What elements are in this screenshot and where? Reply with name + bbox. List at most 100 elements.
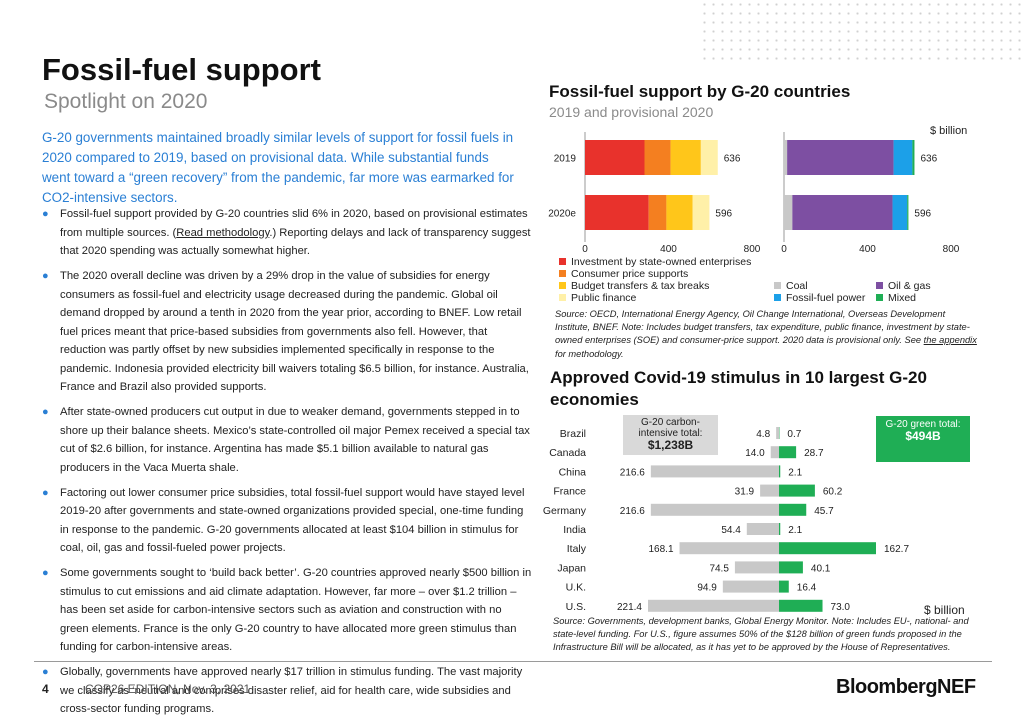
chart2-green-value-label: 2.1 (788, 525, 802, 536)
chart2-green-bar (779, 580, 789, 593)
chart1-legend-swatch (559, 282, 566, 289)
chart2-carbon-value-label: 31.9 (735, 487, 755, 498)
green-total-box: G-20 green total: $494B (876, 416, 970, 462)
bullet-icon: ● (42, 486, 49, 499)
bullet-icon: ● (42, 406, 49, 418)
chart1-right-bar-segment (907, 195, 909, 230)
chart2-carbon-value-label: 216.6 (620, 467, 645, 478)
chart1-svg: 2019 2020e 636 596 0 400 800 636 596 0 400 800 (548, 132, 960, 255)
chart1-category-label: 2020e (548, 209, 576, 220)
chart1-right-bar-segment (893, 140, 913, 175)
chart1-legend: Investment by state-owned enterprises Con… (559, 256, 999, 306)
chart2-carbon-value-label: 221.4 (617, 602, 642, 613)
bullet-icon: ● (42, 567, 49, 579)
chart2-green-bar (779, 484, 815, 497)
chart1-legend-label: Mixed (888, 292, 917, 304)
bullet-icon: ● (42, 666, 49, 678)
chart1-legend-item: Public finance (559, 292, 636, 304)
chart1-right-total-label: 596 (914, 209, 931, 220)
chart2-carbon-bar (760, 484, 779, 497)
chart2-country-label: Canada (549, 447, 586, 459)
page-subtitle: Spotlight on 2020 (44, 90, 208, 113)
chart1-left-bar-segment (648, 195, 667, 230)
read-methodology-link[interactable]: Read methodology (176, 226, 270, 239)
brand-logo: BloombergNEF (836, 676, 976, 698)
chart1-right-bar-segment (912, 140, 915, 175)
chart1-right-tick-label: 800 (943, 244, 960, 255)
carbon-total-box: G-20 carbon-intensive total: $1,238B (623, 415, 718, 455)
chart1-legend-item: Mixed (876, 292, 916, 304)
chart2-country-label: Brazil (560, 428, 586, 440)
chart1-legend-swatch (876, 294, 883, 301)
chart1-left-bar-segment (644, 140, 671, 175)
appendix-link[interactable]: the appendix (923, 335, 977, 346)
chart1-right-bar-segment (787, 140, 894, 175)
chart2-svg: Brazil 4.8 0.7 Canada 14.0 28.7 China 216.6 2.1 F… (543, 427, 909, 613)
chart1-left-tick-label: 400 (660, 244, 677, 255)
bullet-list: ● Fossil-fuel support provided by G-20 co… (42, 205, 532, 724)
chart2-green-value-label: 0.7 (787, 429, 801, 440)
chart1-left-total-label: 636 (724, 154, 741, 165)
chart2-carbon-value-label: 168.1 (649, 544, 674, 555)
chart2-green-value-label: 60.2 (823, 487, 843, 498)
chart1-source: Source: OECD, International Energy Agenc… (555, 309, 977, 359)
chart1-category-label: 2019 (554, 154, 577, 165)
chart2-green-value-label: 162.7 (884, 544, 909, 555)
intro-paragraph: G-20 governments maintained broadly simi… (42, 130, 514, 205)
chart2-country-label: Germany (543, 505, 587, 517)
chart2-source: Source: Governments, development banks, … (553, 616, 969, 653)
chart2-green-value-label: 28.7 (804, 448, 824, 459)
bullet-icon: ● (42, 208, 49, 220)
chart1-legend-item: Coal (774, 280, 808, 292)
chart1-right-bar-segment (792, 195, 893, 230)
chart1-left-bar-segment (692, 195, 710, 230)
chart2-country-label: Japan (557, 562, 586, 574)
chart1-right-bar-segment (892, 195, 908, 230)
chart2-carbon-bar (734, 561, 779, 574)
chart2-green-bar (779, 446, 797, 459)
chart2-green-bar (779, 523, 781, 535)
chart2-green-value-label: 73.0 (831, 602, 851, 613)
bullet-item: ● Some governments sought to ‘build back … (42, 564, 532, 657)
chart1-unit: $ billion (930, 125, 968, 137)
chart1-legend-item: Consumer price supports (559, 268, 688, 280)
chart1-legend-label: Public finance (571, 292, 637, 304)
chart2-carbon-bar (679, 542, 779, 555)
chart1-legend-label: Fossil-fuel power (786, 292, 866, 304)
page-title: Fossil-fuel support (42, 52, 321, 87)
chart2-carbon-bar (722, 580, 779, 593)
chart2-carbon-value-label: 74.5 (709, 563, 729, 574)
green-total-value: $494B (905, 429, 941, 443)
chart2-green-value-label: 45.7 (814, 506, 834, 517)
chart2-green-bar (779, 561, 803, 574)
decorative-dot-grid (700, 0, 1024, 60)
footer-divider (34, 661, 992, 662)
chart1-legend-item: Investment by state-owned enterprises (559, 256, 751, 268)
chart2-carbon-bar (650, 503, 779, 516)
chart1-legend-swatch (559, 270, 566, 277)
chart2-title: Approved Covid-19 stimulus in 10 largest… (550, 368, 927, 409)
chart2-country-label: U.K. (566, 582, 586, 594)
chart2-carbon-bar (650, 465, 779, 478)
bullet-item: ● The 2020 overall decline was driven by … (42, 267, 532, 397)
bullet-item: ● Globally, governments have approved nea… (42, 663, 532, 719)
chart2-country-label: India (563, 524, 586, 536)
chart1-left-bar-segment (700, 140, 718, 175)
chart2-carbon-value-label: 216.6 (620, 506, 645, 517)
chart2-carbon-value-label: 94.9 (697, 583, 717, 594)
chart2-green-value-label: 2.1 (788, 467, 802, 478)
carbon-total-value: $1,238B (647, 438, 694, 452)
bullet-item: ● Fossil-fuel support provided by G-20 co… (42, 205, 532, 261)
chart2-carbon-bar (770, 446, 779, 459)
chart1-title: Fossil-fuel support by G-20 countries (549, 82, 851, 101)
chart2-country-label: China (559, 466, 587, 478)
chart2-carbon-bar (648, 599, 779, 612)
chart2-green-bar (779, 465, 781, 478)
chart1-legend-label: Budget transfers & tax breaks (571, 280, 710, 292)
chart1-legend-label: Investment by state-owned enterprises (571, 256, 752, 268)
chart2-green-value-label: 40.1 (811, 563, 831, 574)
chart1-left-bar-segment (666, 195, 693, 230)
chart1-right-total-label: 636 (920, 154, 937, 165)
chart1-left-total-label: 596 (715, 209, 732, 220)
chart1-left-tick-label: 0 (582, 244, 588, 255)
